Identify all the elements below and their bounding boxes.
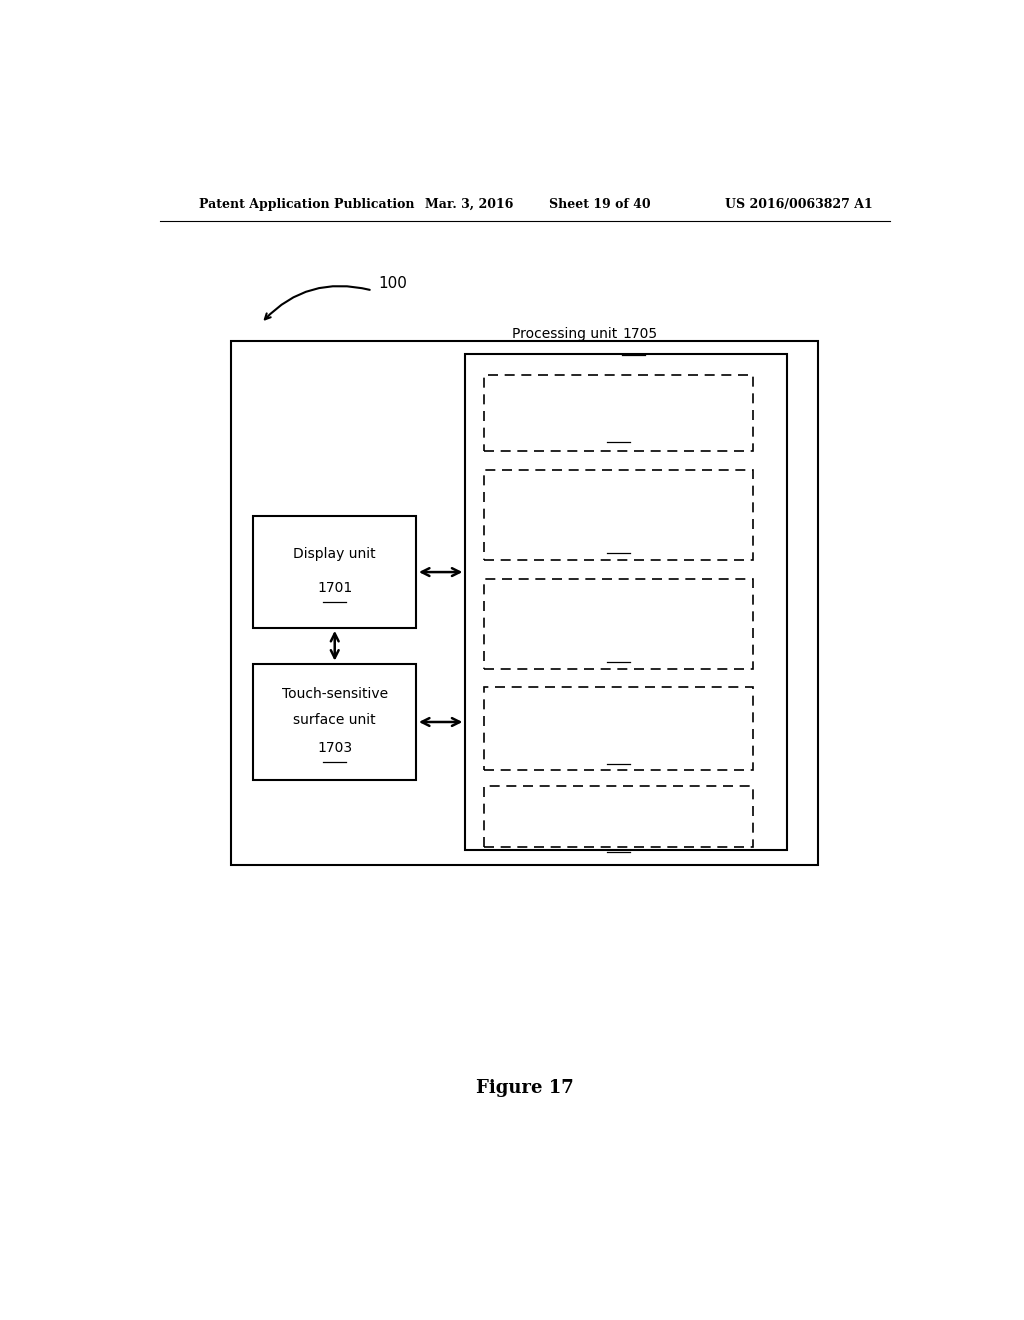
Bar <box>483 686 754 771</box>
Text: 100: 100 <box>378 276 407 290</box>
Text: Sheet 19 of 40: Sheet 19 of 40 <box>550 198 651 211</box>
Text: terminating unit: terminating unit <box>562 615 675 628</box>
Text: Touch-sensitive: Touch-sensitive <box>282 686 388 701</box>
Text: 1720: 1720 <box>601 642 636 655</box>
Bar <box>483 375 754 451</box>
Bar <box>483 579 754 669</box>
Text: 1710: 1710 <box>601 422 636 437</box>
Bar <box>253 664 416 780</box>
Text: unit: unit <box>605 721 632 735</box>
Text: Patent Application Publication: Patent Application Publication <box>200 198 415 211</box>
Bar <box>483 470 754 560</box>
Text: Processing unit: Processing unit <box>512 327 622 342</box>
Text: 1730: 1730 <box>601 832 636 845</box>
Text: Display unit: Display unit <box>294 546 376 561</box>
Text: Ongoing output: Ongoing output <box>564 590 673 605</box>
Text: Figure 17: Figure 17 <box>476 1080 573 1097</box>
Text: Additional input: Additional input <box>563 792 674 805</box>
Text: 1701: 1701 <box>317 581 352 595</box>
Bar <box>231 342 818 865</box>
Text: receiving unit: receiving unit <box>571 812 666 826</box>
Text: 1715: 1715 <box>601 532 636 546</box>
Text: Input receiving unit: Input receiving unit <box>551 388 686 403</box>
Bar <box>253 516 416 628</box>
Text: initiating unit: initiating unit <box>572 506 665 520</box>
Text: US 2016/0063827 A1: US 2016/0063827 A1 <box>725 198 872 211</box>
Bar <box>465 354 786 850</box>
Text: Feedback providing: Feedback providing <box>550 697 686 711</box>
Text: Mar. 3, 2016: Mar. 3, 2016 <box>425 198 513 211</box>
Text: Ongoing output: Ongoing output <box>564 482 673 496</box>
Text: 1705: 1705 <box>622 327 657 342</box>
Text: surface unit: surface unit <box>294 713 376 727</box>
Text: 1725: 1725 <box>601 744 636 758</box>
Text: 1703: 1703 <box>317 742 352 755</box>
Bar <box>483 785 754 846</box>
